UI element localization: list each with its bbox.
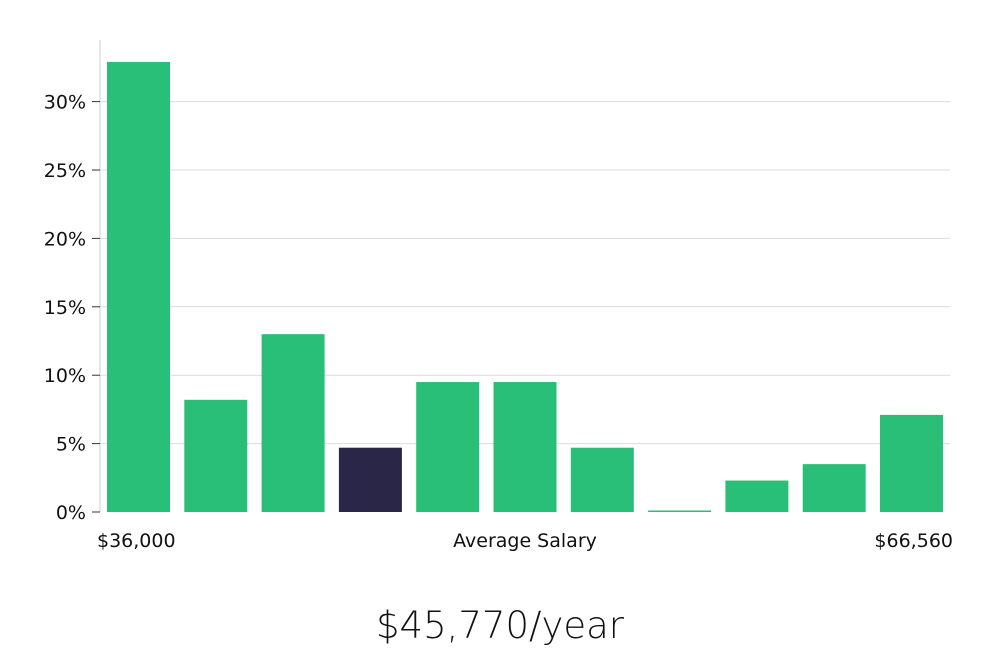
x-min-label: $36,000 xyxy=(97,530,176,552)
bar-highlighted xyxy=(338,447,402,512)
bars xyxy=(107,61,943,512)
bar xyxy=(107,61,170,512)
salary-distribution-chart: 0% 5% 10% 15% 20% 25% 30% $36,000 Average Sala… xyxy=(44,40,953,552)
y-tick-label: 10% xyxy=(44,365,86,387)
gridlines xyxy=(100,101,950,445)
y-tick-label: 25% xyxy=(44,160,86,182)
bar xyxy=(261,334,325,512)
x-max-label: $66,560 xyxy=(874,530,953,552)
y-tick-label: 0% xyxy=(56,502,86,524)
y-tick-label: 30% xyxy=(44,92,86,114)
y-tick-label: 15% xyxy=(44,297,86,319)
bar xyxy=(880,414,943,512)
y-tick-label: 5% xyxy=(56,434,86,456)
bar xyxy=(648,510,712,512)
average-salary-value: $45,770/year xyxy=(375,604,624,647)
x-axis-label: Average Salary xyxy=(453,530,597,552)
bar xyxy=(725,480,789,512)
bar xyxy=(416,382,480,512)
bar xyxy=(493,382,557,512)
y-axis-ticks: 0% 5% 10% 15% 20% 25% 30% xyxy=(44,92,100,524)
bar xyxy=(570,447,634,512)
bar xyxy=(802,464,866,512)
y-tick-label: 20% xyxy=(44,228,86,250)
bar xyxy=(184,399,248,512)
